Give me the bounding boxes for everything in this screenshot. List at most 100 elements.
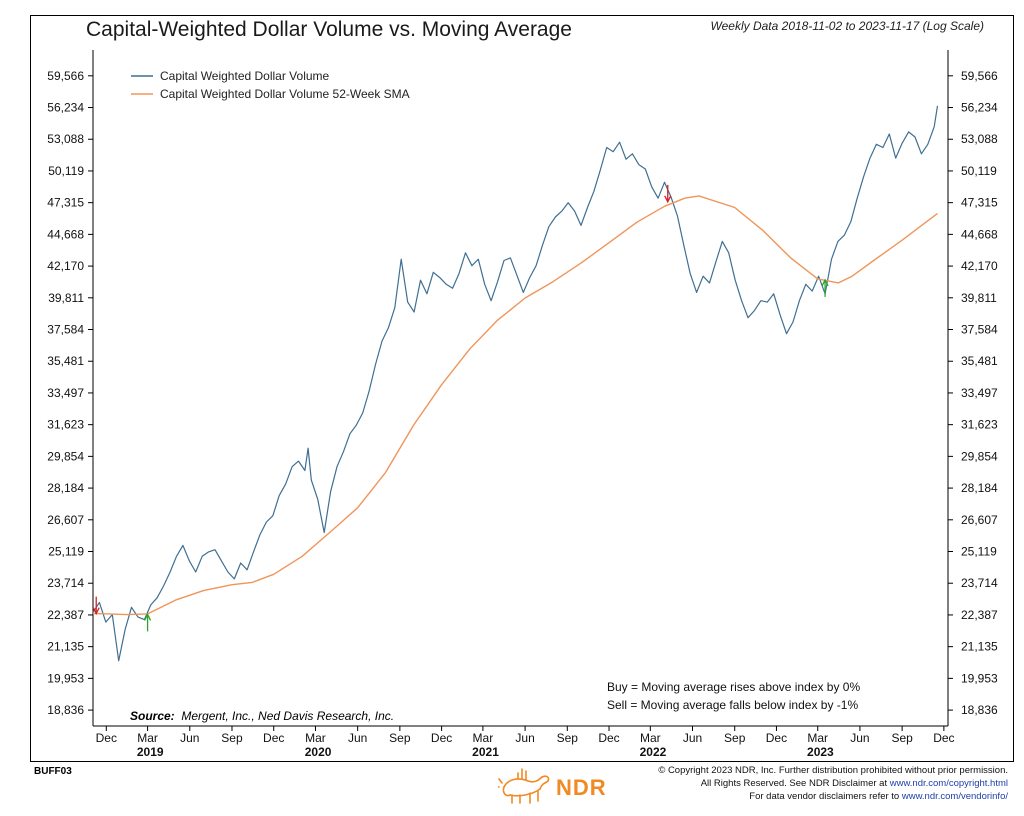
x-tick-label: Jun: [850, 731, 869, 745]
y-tick-label-left: 19,953: [47, 671, 84, 685]
y-tick-label-right: 35,481: [961, 354, 998, 368]
ndr-logo-text: NDR: [556, 775, 607, 800]
x-tick-label: Mar: [137, 731, 158, 745]
ndr-bull-logo-icon: [498, 768, 550, 804]
y-tick-label-right: 33,497: [961, 386, 998, 400]
chart-code: BUFF03: [34, 766, 72, 777]
buy-signal-arrow-icon: [821, 278, 829, 297]
x-tick-label: Dec: [431, 731, 452, 745]
sell-signal-arrow-icon: [92, 596, 100, 616]
y-tick-label-left: 18,836: [47, 703, 84, 717]
y-tick-label-left: 47,315: [47, 196, 84, 210]
y-tick-label-left: 53,088: [47, 132, 84, 146]
y-tick-label-left: 21,135: [47, 640, 84, 654]
legend-label: Capital Weighted Dollar Volume 52-Week S…: [160, 87, 410, 101]
source-note: Source: Mergent, Inc., Ned Davis Researc…: [130, 709, 394, 723]
x-year-label: 2019: [137, 745, 164, 759]
x-tick-label: Mar: [473, 731, 494, 745]
y-tick-label-left: 26,607: [47, 513, 84, 527]
y-tick-label-left: 42,170: [47, 259, 84, 273]
axes: 59,566 59,566 56,234 56,234 53,088 53,088 50,1…: [47, 50, 998, 759]
y-tick-label-left: 59,566: [47, 69, 84, 83]
y-tick-label-right: 44,668: [961, 227, 998, 241]
x-tick-label: Dec: [96, 731, 117, 745]
y-tick-label-right: 18,836: [961, 703, 998, 717]
x-tick-label: Sep: [724, 731, 746, 745]
sell-arrow-head: [664, 195, 672, 204]
series-group: [92, 105, 939, 662]
y-tick-label-right: 19,953: [961, 671, 998, 685]
source-label: Source:: [130, 709, 175, 723]
y-tick-label-left: 25,119: [48, 545, 84, 559]
y-tick-label-right: 50,119: [961, 164, 997, 178]
x-tick-label: Sep: [389, 731, 411, 745]
buy-arrow-head: [821, 278, 829, 287]
x-tick-label: Dec: [263, 731, 284, 745]
buy-signal-arrow-icon: [144, 612, 152, 632]
sell-rule-text: Sell = Moving average falls below index …: [607, 698, 858, 712]
x-tick-label: Sep: [221, 731, 243, 745]
y-tick-label-left: 29,854: [47, 449, 84, 463]
chart-subtitle: Weekly Data 2018-11-02 to 2023-11-17 (Lo…: [710, 19, 985, 33]
sell-signal-arrow-icon: [664, 184, 672, 204]
chart-frame: [30, 15, 1014, 762]
y-tick-label-left: 44,668: [47, 227, 84, 241]
y-tick-label-right: 22,387: [961, 608, 998, 622]
y-tick-label-left: 37,584: [47, 323, 84, 337]
copyright-line-2-prefix: All Rights Reserved. See NDR Disclaimer …: [700, 778, 890, 789]
buy-rule-text: Buy = Moving average rises above index b…: [607, 680, 860, 694]
x-tick-label: Jun: [515, 731, 534, 745]
x-tick-label: Jun: [180, 731, 199, 745]
x-tick-label: Dec: [598, 731, 619, 745]
x-tick-label: Dec: [933, 731, 954, 745]
x-year-label: 2020: [305, 745, 332, 759]
buy-arrow-head: [144, 612, 152, 621]
y-tick-label-left: 23,714: [47, 576, 84, 590]
copyright-link[interactable]: www.ndr.com/copyright.html: [889, 778, 1008, 789]
x-tick-label: Mar: [807, 731, 828, 745]
y-tick-label-left: 50,119: [48, 164, 84, 178]
source-text: Mergent, Inc., Ned Davis Research, Inc.: [181, 709, 395, 723]
y-tick-label-left: 22,387: [47, 608, 84, 622]
x-tick-label: Jun: [683, 731, 702, 745]
y-tick-label-right: 47,315: [961, 196, 998, 210]
y-tick-label-right: 59,566: [961, 69, 998, 83]
y-tick-label-left: 31,623: [47, 418, 84, 432]
y-tick-label-right: 56,234: [961, 101, 998, 115]
y-tick-label-left: 28,184: [47, 481, 84, 495]
signals-group: [92, 184, 829, 632]
y-tick-label-right: 31,623: [961, 418, 998, 432]
x-tick-label: Sep: [557, 731, 579, 745]
x-tick-label: Mar: [305, 731, 326, 745]
y-tick-label-right: 21,135: [961, 640, 998, 654]
x-tick-label: Sep: [891, 731, 913, 745]
y-tick-label-right: 25,119: [961, 545, 997, 559]
copyright-block: © Copyright 2023 NDR, Inc. Further distr…: [658, 764, 1008, 803]
y-tick-label-left: 35,481: [47, 354, 84, 368]
copyright-line-3-prefix: For data vendor disclaimers refer to: [749, 791, 902, 802]
copyright-line-2: All Rights Reserved. See NDR Disclaimer …: [658, 777, 1008, 790]
x-year-label: 2022: [640, 745, 667, 759]
legend: Capital Weighted Dollar Volume Capital We…: [131, 69, 410, 101]
y-tick-label-left: 39,811: [48, 291, 84, 305]
y-tick-label-left: 56,234: [47, 101, 84, 115]
y-tick-label-right: 37,584: [961, 323, 998, 337]
x-tick-label: Mar: [640, 731, 661, 745]
sma-line: [92, 195, 938, 616]
vendor-info-link[interactable]: www.ndr.com/vendorinfo/: [901, 791, 1008, 802]
x-year-label: 2021: [472, 745, 499, 759]
x-tick-label: Jun: [348, 731, 367, 745]
y-tick-label-right: 42,170: [961, 259, 998, 273]
copyright-line-1: © Copyright 2023 NDR, Inc. Further distr…: [658, 765, 1008, 776]
x-year-label: 2023: [807, 745, 834, 759]
y-tick-label-right: 29,854: [961, 449, 998, 463]
dollar-volume-line: [92, 105, 939, 662]
sell-arrow-head: [92, 607, 100, 616]
y-tick-label-left: 33,497: [47, 386, 84, 400]
y-tick-label-right: 26,607: [961, 513, 998, 527]
y-tick-label-right: 23,714: [961, 576, 998, 590]
y-tick-label-right: 28,184: [961, 481, 998, 495]
legend-label: Capital Weighted Dollar Volume: [160, 69, 330, 83]
chart-title: Capital-Weighted Dollar Volume vs. Movin…: [86, 18, 572, 41]
